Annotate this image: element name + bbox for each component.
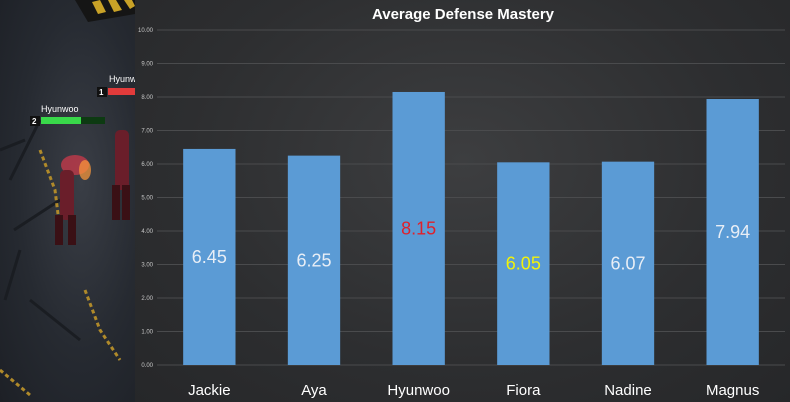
data-label-fiora: 6.05 (506, 254, 541, 274)
y-tick-label: 10.00 (138, 28, 154, 34)
y-tick-label: 2.00 (141, 296, 153, 302)
y-tick-label: 9.00 (141, 62, 153, 68)
data-label-magnus: 7.94 (715, 222, 750, 242)
x-tick-label-nadine: Nadine (604, 382, 652, 399)
x-tick-label-hyunwoo: Hyunwoo (387, 382, 450, 399)
data-label-aya: 6.25 (296, 250, 331, 270)
chart-title: Average Defense Mastery (372, 6, 555, 23)
character-sprites (55, 130, 130, 245)
chart-panel: Average Defense Mastery 0.00 1.00 2.00 3.00… (135, 0, 790, 402)
gridlines (157, 29, 785, 366)
y-axis-ticks: 0.00 1.00 2.00 3.00 4.00 5.00 6.00 7.00 8.00 9.00… (138, 28, 154, 369)
game-screenshot-panel: Hyunwoo 1 Hyunwoo 2 (0, 0, 135, 402)
player-health-bar-2 (41, 117, 81, 124)
y-tick-label: 7.00 (141, 129, 153, 135)
game-scene: Hyunwoo 1 Hyunwoo 2 (0, 0, 135, 397)
y-tick-label: 5.00 (141, 196, 153, 202)
bar-jackie (183, 148, 236, 365)
y-tick-label: 8.00 (141, 95, 153, 101)
hazard-stripe-decoration (75, 0, 135, 22)
bar-nadine (601, 161, 655, 365)
y-tick-label: 4.00 (141, 229, 153, 235)
data-label-jackie: 6.45 (192, 247, 227, 267)
x-tick-label-aya: Aya (301, 382, 327, 399)
player-rank-1: 1 (99, 88, 104, 97)
x-tick-label-jackie: Jackie (188, 382, 231, 399)
x-axis-labels: Jackie Aya Hyunwoo Fiora Nadine Magnus (188, 382, 759, 399)
foliage-shadow-decoration (0, 119, 81, 342)
x-tick-label-fiora: Fiora (506, 382, 541, 399)
x-tick-label-magnus: Magnus (706, 382, 759, 399)
bar-magnus (706, 99, 759, 365)
player-rank-2: 2 (32, 117, 37, 126)
player-name-2: Hyunwoo (41, 104, 79, 114)
player-tag-2: Hyunwoo 2 (30, 104, 105, 126)
bar-hyunwoo (392, 91, 445, 365)
y-tick-label: 1.00 (141, 330, 153, 336)
data-label-hyunwoo: 8.15 (401, 218, 436, 238)
data-labels: 6.45 6.25 8.15 6.05 6.07 7.94 (192, 218, 750, 273)
player-tag-1: Hyunwoo 1 (97, 74, 135, 97)
y-tick-label: 3.00 (141, 263, 153, 269)
bar-chart: Average Defense Mastery 0.00 1.00 2.00 3.00… (138, 6, 785, 399)
y-tick-label: 0.00 (141, 363, 153, 369)
floor-marking-decoration (0, 149, 122, 397)
y-tick-label: 6.00 (141, 162, 153, 168)
bar-aya (287, 155, 341, 365)
bars (183, 91, 759, 365)
player-health-bar-1 (108, 88, 135, 95)
player-name-1: Hyunwoo (109, 74, 135, 84)
data-label-nadine: 6.07 (610, 253, 645, 273)
bar-fiora (497, 162, 550, 365)
